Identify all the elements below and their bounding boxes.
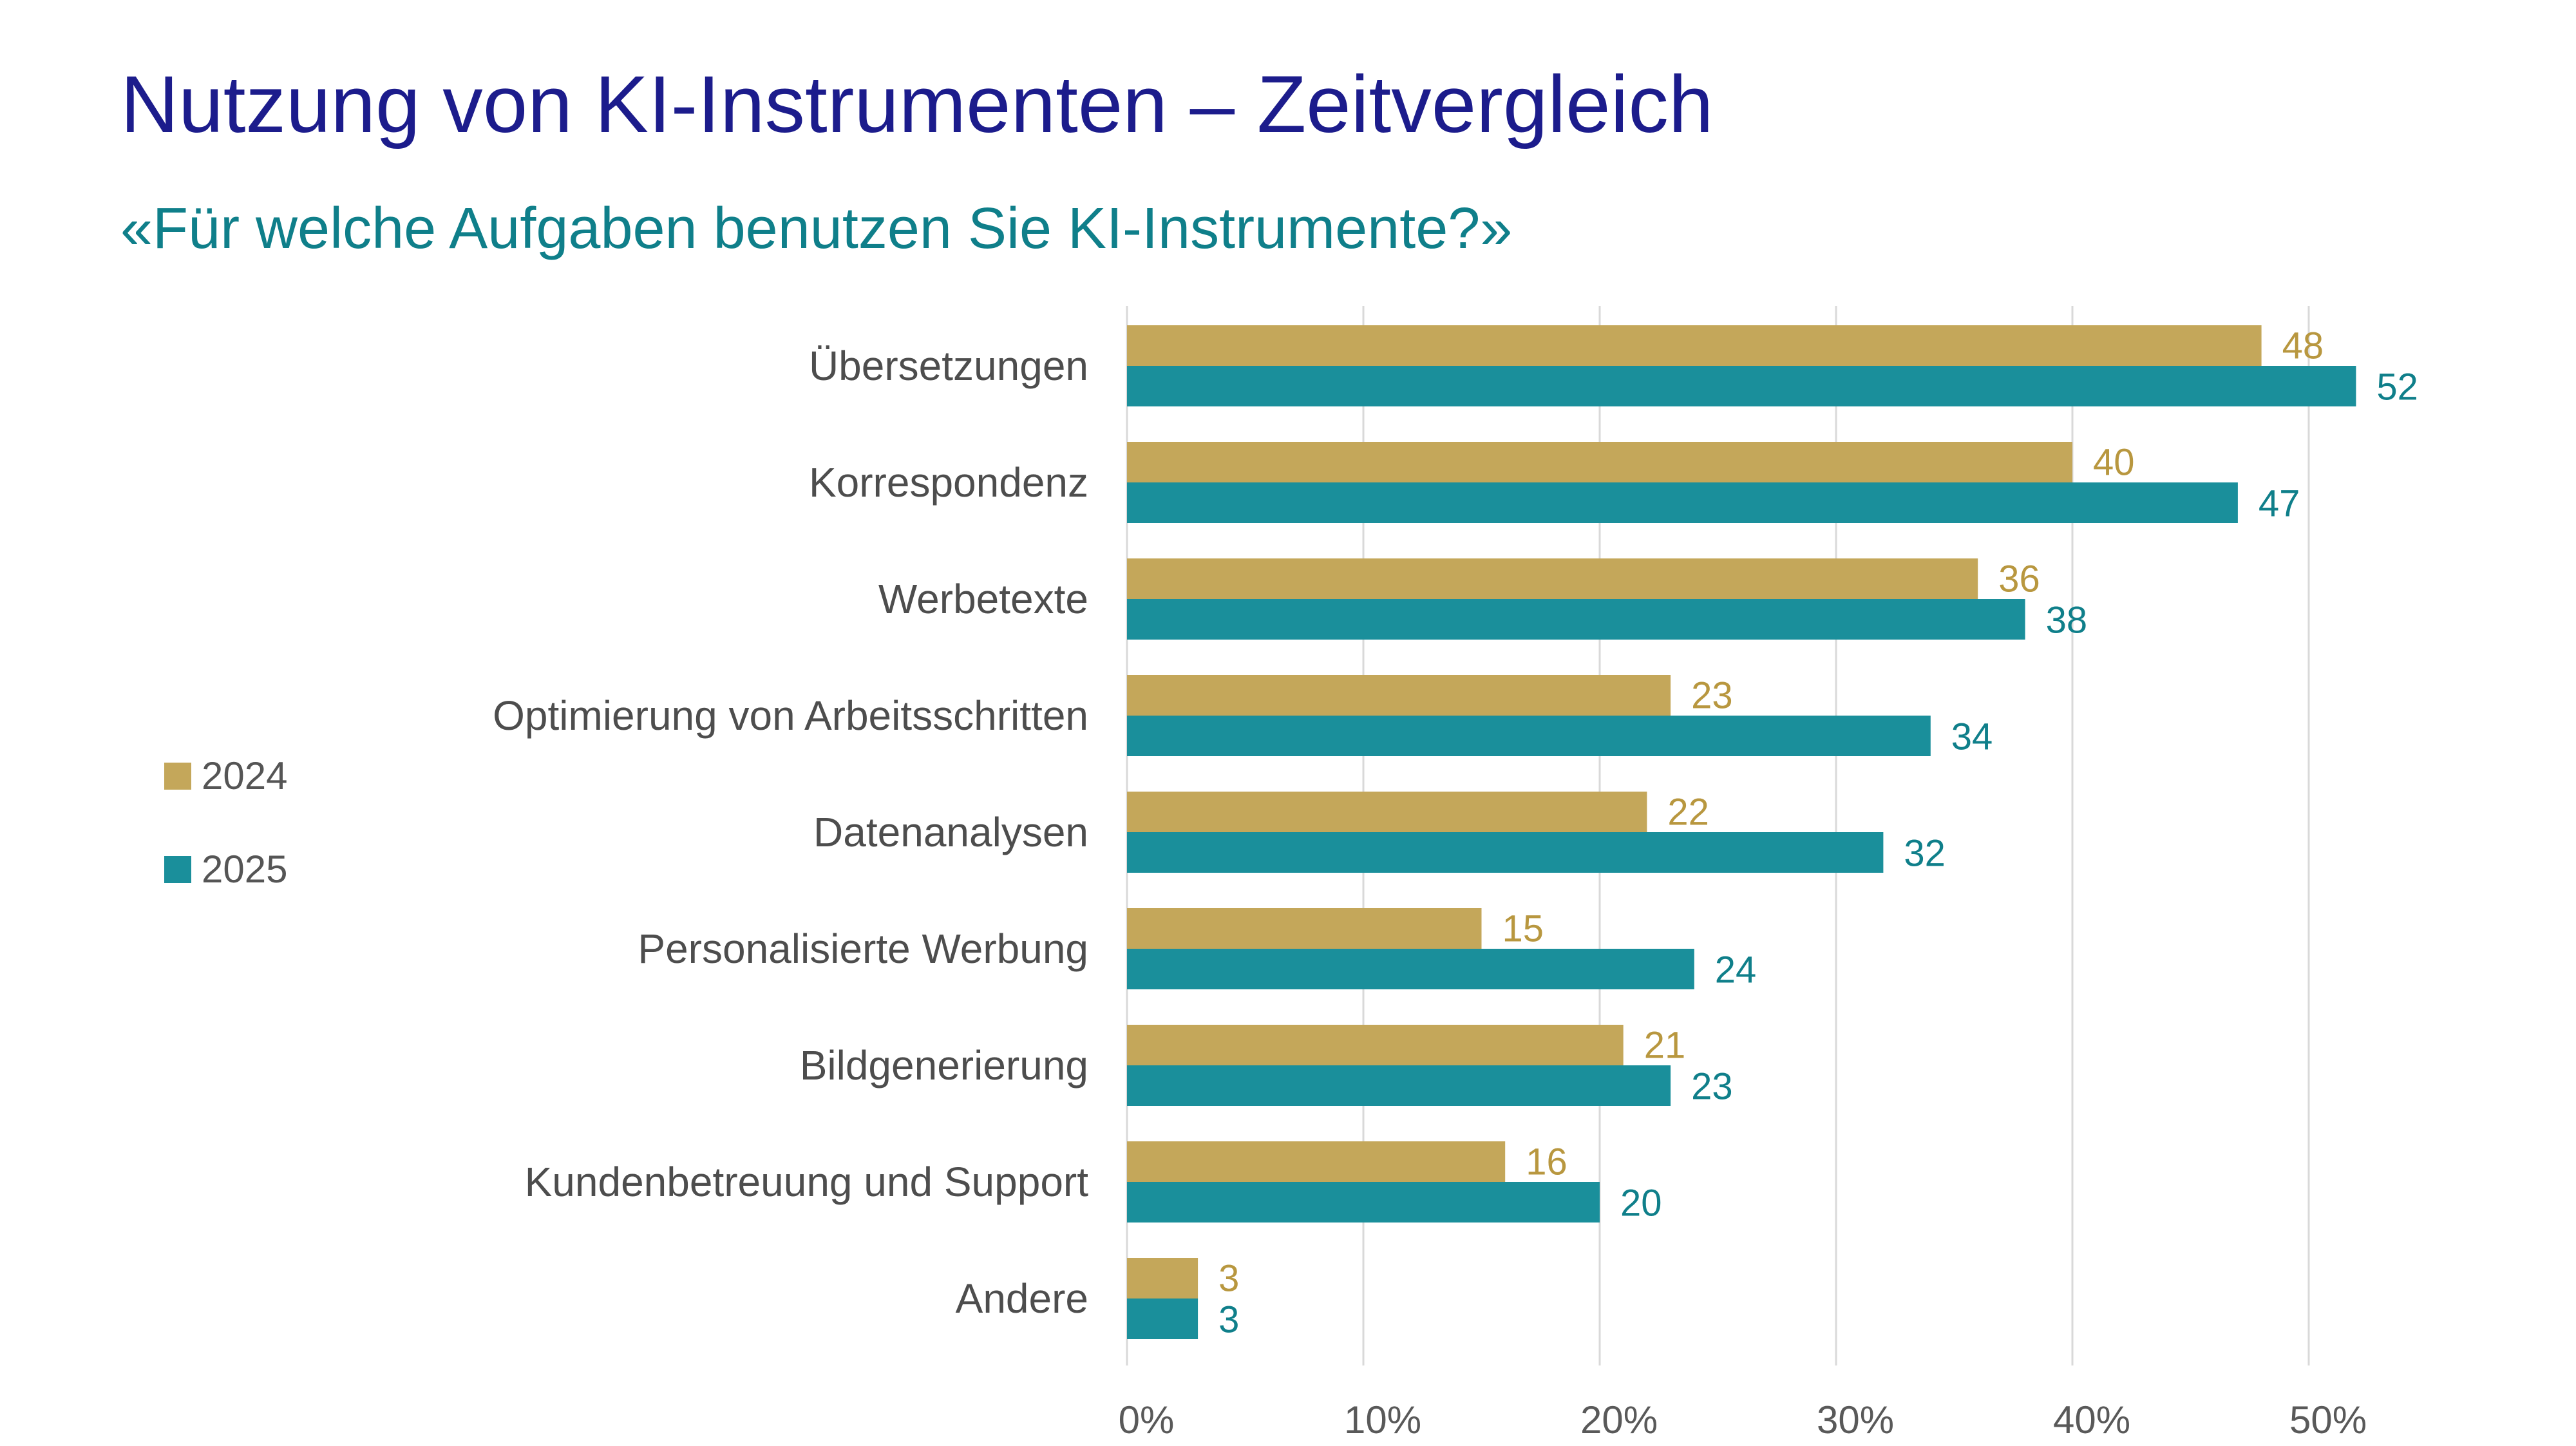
legend-label-2024: 2024 [202, 754, 288, 797]
bar-2025 [1127, 716, 1931, 756]
bar-2024 [1127, 675, 1671, 716]
value-label-2025: 20 [1620, 1183, 1662, 1224]
bar-2024 [1127, 325, 2262, 366]
category-label: Kundenbetreuung und Support [525, 1159, 1089, 1205]
value-label-2024: 3 [1218, 1258, 1239, 1300]
bar-2025 [1127, 1182, 1600, 1222]
legend-item-2024: 2024 [164, 750, 287, 802]
bar-2024 [1127, 792, 1647, 832]
bar-2024 [1127, 1258, 1198, 1299]
category-label: Optimierung von Arbeitsschritten [493, 692, 1088, 739]
bar-2025 [1127, 949, 1694, 989]
category-label: Übersetzungen [809, 343, 1088, 389]
bar-2024 [1127, 1141, 1506, 1182]
bar-2024 [1127, 442, 2072, 482]
bar-2024 [1127, 1025, 1624, 1065]
value-label-2025: 47 [2259, 483, 2300, 525]
x-tick-label: 30% [1817, 1398, 1894, 1441]
legend-label-2025: 2025 [202, 848, 288, 891]
value-label-2024: 15 [1502, 908, 1544, 950]
bar-2024 [1127, 558, 1978, 599]
legend: 2024 2025 [164, 750, 287, 937]
value-label-2024: 21 [1644, 1025, 1686, 1067]
category-label: Andere [956, 1275, 1088, 1322]
value-label-2025: 32 [1904, 833, 1946, 875]
x-tick-label: 40% [2053, 1398, 2130, 1441]
legend-swatch-2024 [164, 763, 191, 790]
bar-2025 [1127, 1299, 1198, 1339]
x-tick-label: 20% [1580, 1398, 1658, 1441]
value-label-2025: 34 [1951, 716, 1993, 758]
category-label: Werbetexte [878, 576, 1088, 622]
value-label-2024: 40 [2093, 442, 2135, 484]
value-label-2024: 23 [1691, 675, 1733, 717]
legend-item-2025: 2025 [164, 844, 287, 895]
value-label-2025: 38 [2046, 600, 2088, 642]
x-tick-label: 50% [2289, 1398, 2367, 1441]
category-label: Korrespondenz [809, 459, 1088, 506]
x-tick-label: 10% [1344, 1398, 1421, 1441]
bar-2025 [1127, 1065, 1671, 1106]
chart-title: Nutzung von KI-Instrumenten – Zeitvergle… [120, 60, 1714, 149]
value-label-2025: 3 [1218, 1299, 1239, 1341]
category-label: Personalisierte Werbung [638, 926, 1088, 972]
value-label-2024: 36 [1998, 558, 2040, 600]
category-label: Datenanalysen [813, 809, 1088, 855]
category-label: Bildgenerierung [800, 1042, 1088, 1089]
bar-2025 [1127, 366, 2356, 406]
value-label-2025: 52 [2376, 366, 2418, 408]
value-label-2024: 48 [2282, 325, 2324, 367]
chart-subtitle: «Für welche Aufgaben benutzen Sie KI-Ins… [120, 196, 1513, 261]
bar-2025 [1127, 599, 2025, 640]
value-label-2024: 16 [1526, 1141, 1567, 1183]
value-label-2024: 22 [1667, 792, 1709, 833]
x-tick-label: 0% [1119, 1398, 1175, 1441]
bar-2024 [1127, 908, 1482, 949]
legend-swatch-2025 [164, 856, 191, 883]
bar-2025 [1127, 832, 1884, 873]
value-label-2025: 23 [1691, 1066, 1733, 1108]
bar-2025 [1127, 482, 2238, 523]
value-label-2025: 24 [1715, 949, 1757, 991]
